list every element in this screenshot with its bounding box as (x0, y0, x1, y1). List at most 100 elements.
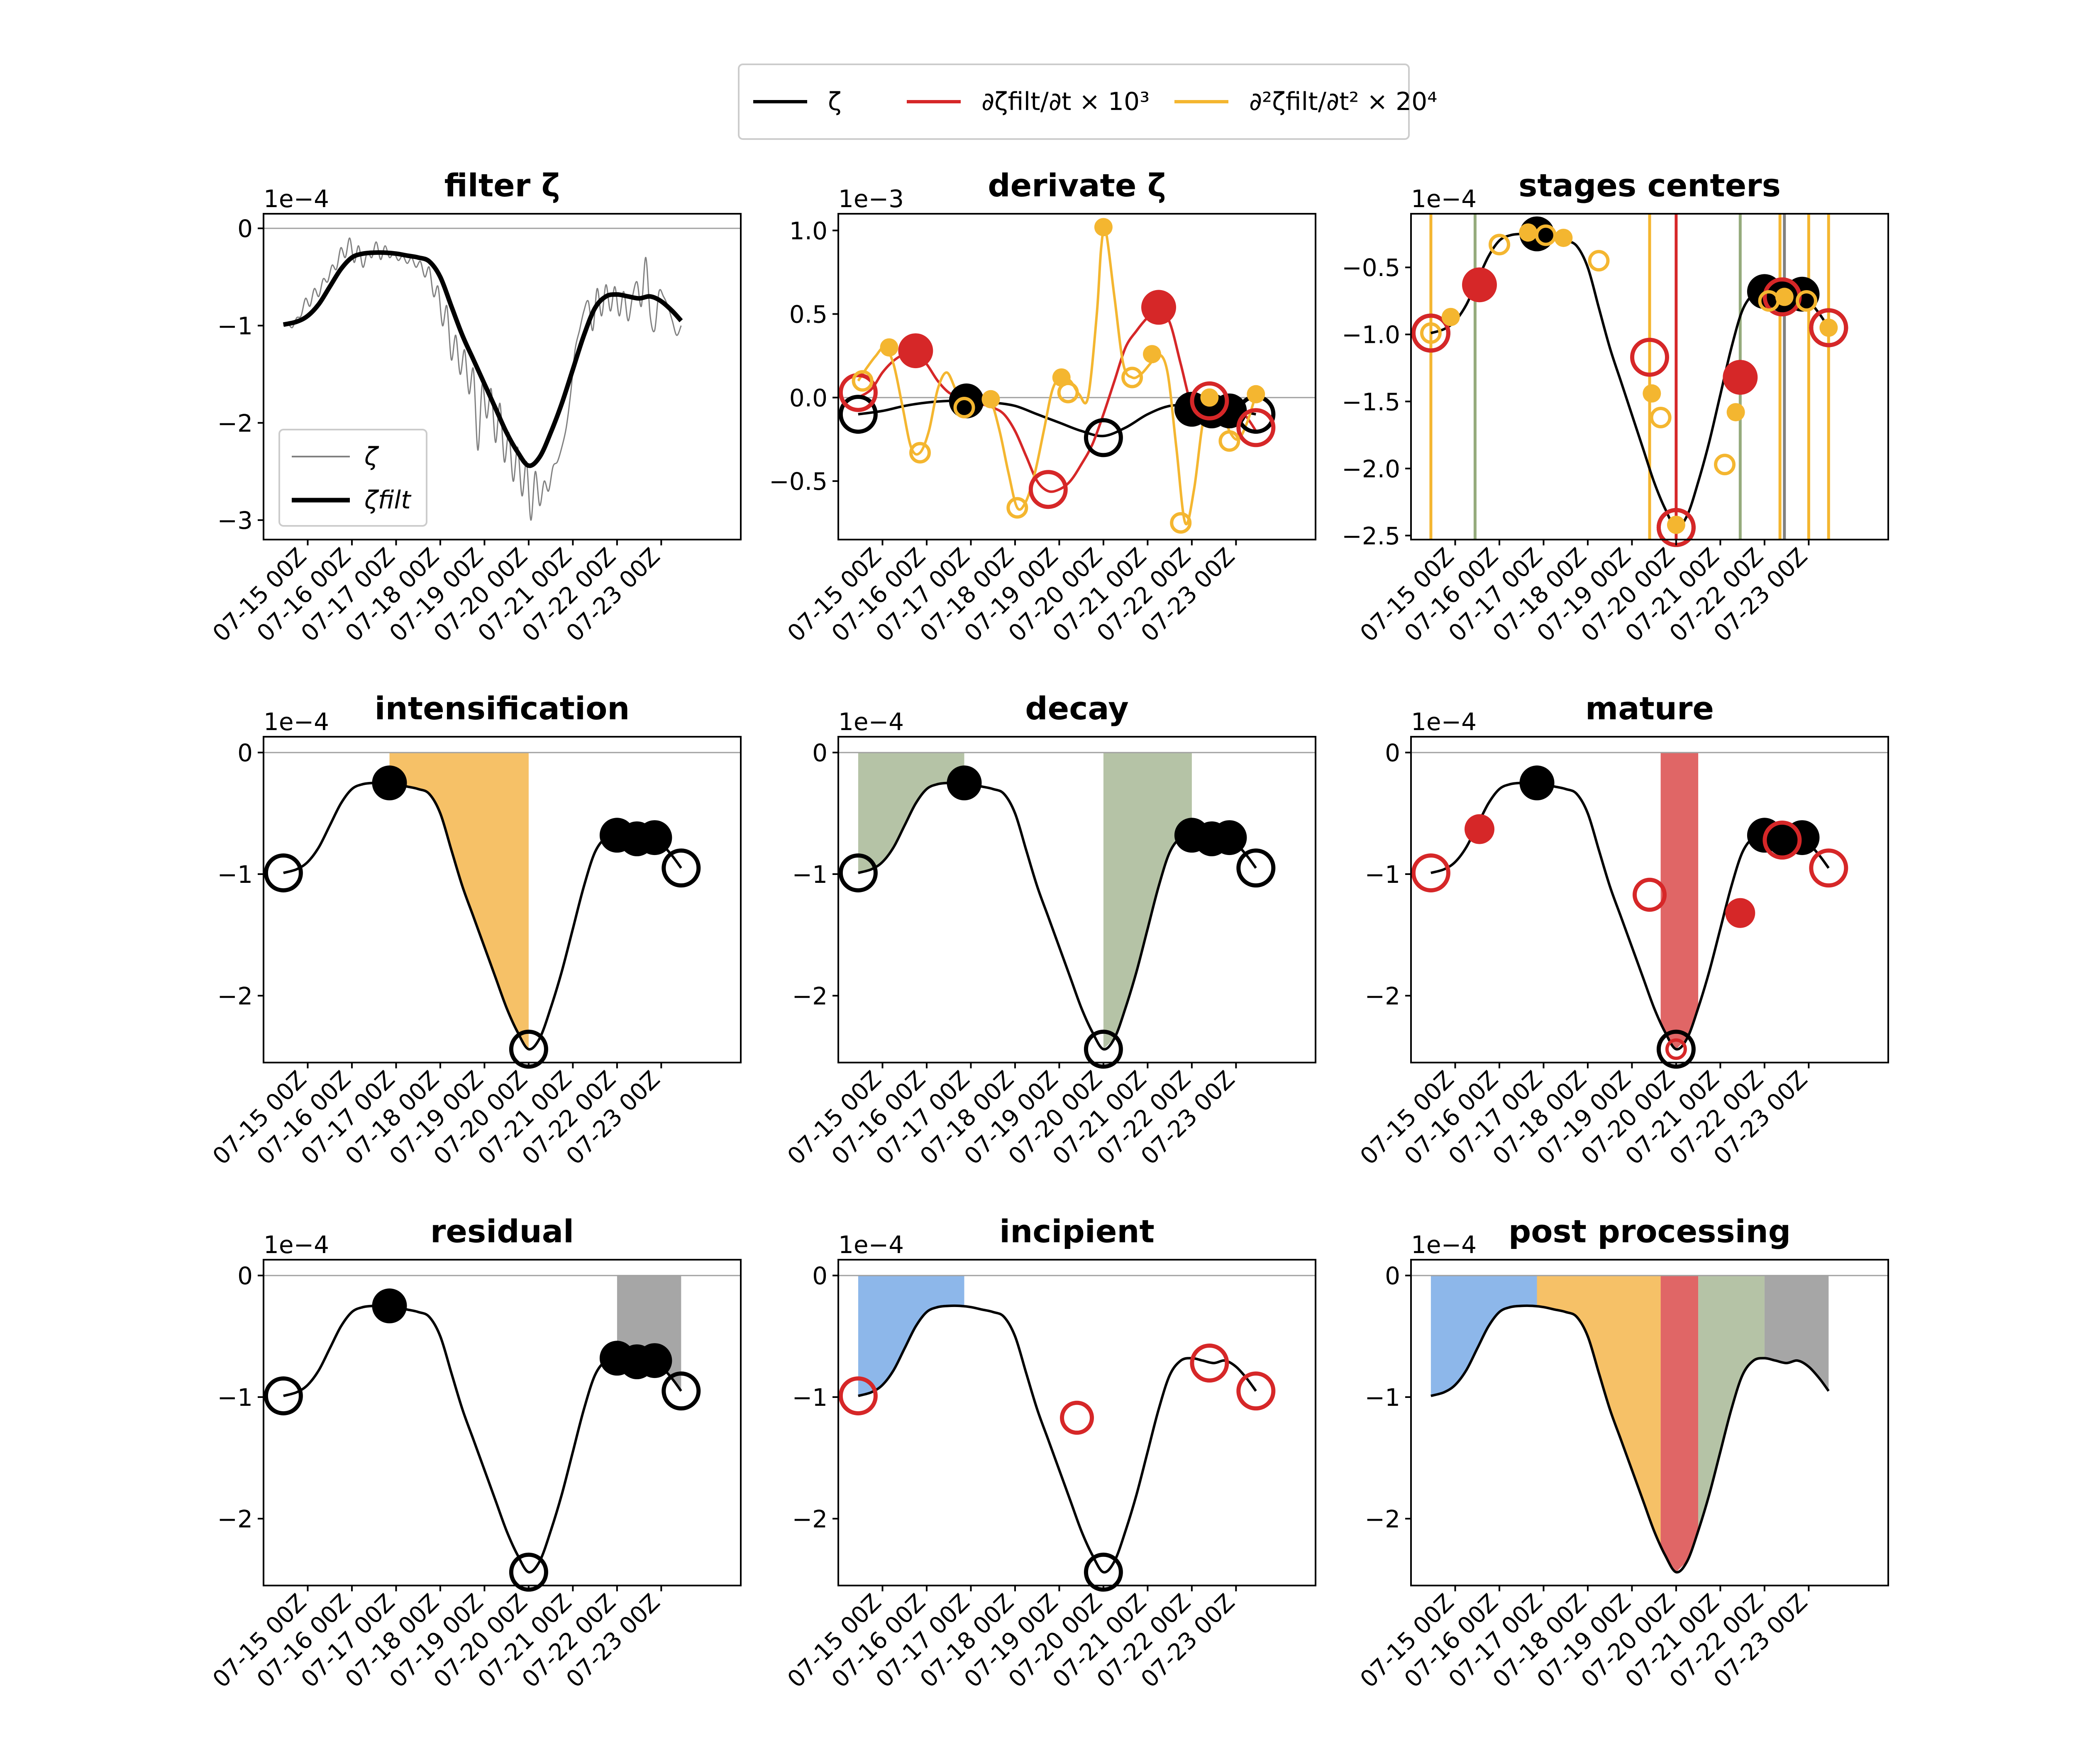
marker-derivate-15 (909, 442, 931, 464)
panel-title-filter: filter ζ (444, 167, 560, 204)
exponent-label-incipient: 1e−4 (838, 1231, 904, 1259)
marker-stages-centers-9 (1630, 337, 1669, 377)
axes-frame-residual (263, 1259, 742, 1586)
figure-legend: ζ ∂ζfilt/∂t × 10³ ∂²ζfilt/∂t² × 20⁴ (738, 64, 1437, 140)
ytick-label-intensification-1: −1 (217, 860, 253, 889)
axes-frame-mature (1410, 736, 1889, 1063)
marker-derivate-10 (1141, 290, 1176, 325)
marker-derivate-20 (1057, 381, 1079, 403)
marker-stages-centers-22 (1650, 407, 1672, 428)
axes-frame-intensification (263, 736, 742, 1063)
marker-derivate-17 (981, 390, 1000, 408)
panel-title-incipient: incipient (999, 1213, 1155, 1250)
ytick-label-decay-1: −1 (792, 860, 828, 889)
ytick-label-residual-2: −2 (217, 1505, 253, 1533)
marker-intensification-1 (372, 765, 407, 801)
ytick-label-filter-1: −1 (217, 312, 253, 340)
exponent-label-decay: 1e−4 (838, 708, 904, 736)
panel-plot-area-filter (264, 227, 741, 521)
marker-mature-11 (1809, 848, 1848, 888)
marker-stages-centers-27 (1775, 288, 1794, 306)
panel-title-residual: residual (430, 1213, 574, 1250)
marker-stages-centers-8 (1462, 267, 1497, 303)
series-line-incipient- (858, 1304, 1257, 1574)
stage-fill-mature-0 (1660, 753, 1699, 1049)
marker-derivate-14 (880, 338, 898, 357)
marker-decay-5 (1212, 820, 1247, 855)
marker-derivate-27 (1247, 385, 1265, 403)
axes-frame-derivate (837, 213, 1316, 540)
exponent-label-stages-centers: 1e−4 (1411, 185, 1477, 213)
exponent-label-filter: 1e−4 (264, 185, 329, 213)
ytick-label-derivate-2: 0.0 (789, 384, 828, 412)
stage-fill-post-processing-1 (1537, 1275, 1661, 1546)
marker-stages-centers-28 (1796, 290, 1817, 312)
marker-residual-5 (637, 1343, 672, 1378)
panel-plot-area-post-processing (1411, 1275, 1888, 1574)
panel-legend-label-filter-0: ζ (364, 442, 379, 471)
axes-frame-incipient (837, 1259, 1316, 1586)
marker-mature-8 (1665, 1038, 1687, 1060)
marker-derivate-13 (852, 370, 874, 392)
ytick-label-post-processing-1: −1 (1365, 1383, 1401, 1412)
ytick-label-derivate-0: 1.0 (789, 217, 828, 245)
marker-stages-centers-7 (1411, 313, 1450, 353)
marker-decay-6 (1236, 848, 1276, 888)
stage-fill-post-processing-2 (1660, 1275, 1699, 1572)
marker-residual-6 (662, 1371, 701, 1411)
series-line-filter-filt (283, 250, 683, 468)
marker-stages-centers-20 (1588, 250, 1610, 272)
panel-title-mature: mature (1585, 690, 1714, 727)
marker-stages-centers-23 (1667, 516, 1685, 534)
marker-mature-6 (1465, 814, 1494, 844)
marker-derivate-8 (898, 333, 933, 369)
ytick-label-mature-1: −1 (1365, 860, 1401, 889)
ytick-label-filter-3: −3 (217, 506, 253, 535)
marker-derivate-25 (1200, 388, 1219, 407)
marker-intensification-5 (637, 820, 672, 855)
series-line-post-processing- (1431, 1304, 1830, 1574)
marker-incipient-1 (838, 1376, 878, 1416)
legend-label-2: ∂²ζfilt/∂t² × 20⁴ (1249, 87, 1437, 116)
marker-derivate-12 (1236, 408, 1276, 447)
marker-derivate-22 (1121, 366, 1143, 388)
axes-frame-stages-centers (1410, 213, 1889, 540)
ytick-label-residual-1: −1 (217, 1383, 253, 1412)
marker-stages-centers-19 (1554, 229, 1573, 247)
marker-derivate-11 (1190, 381, 1229, 420)
marker-mature-0 (1519, 765, 1555, 801)
exponent-label-post-processing: 1e−4 (1411, 1231, 1477, 1259)
marker-stages-centers-16 (1489, 234, 1510, 256)
ytick-label-stages-centers-0: −0.5 (1342, 254, 1400, 282)
exponent-label-mature: 1e−4 (1411, 708, 1477, 736)
stage-fill-post-processing-3 (1698, 1275, 1765, 1531)
ytick-label-stages-centers-4: −2.5 (1342, 522, 1400, 550)
marker-mature-10 (1763, 821, 1802, 860)
ytick-label-decay-0: 0 (812, 739, 828, 767)
ytick-label-residual-0: 0 (237, 1262, 253, 1290)
stage-fill-intensification-0 (389, 753, 529, 1049)
marker-residual-0 (264, 1376, 303, 1416)
marker-derivate-26 (1218, 430, 1240, 452)
marker-stages-centers-24 (1714, 454, 1736, 476)
ytick-label-mature-0: 0 (1385, 739, 1400, 767)
panel-title-stages-centers: stages centers (1518, 167, 1781, 204)
marker-intensification-6 (662, 848, 701, 888)
marker-stages-centers-17 (1519, 223, 1538, 242)
marker-decay-1 (947, 765, 982, 801)
exponent-label-derivate: 1e−3 (838, 185, 904, 213)
legend-frame (738, 64, 1410, 140)
panel-legend-label-filter-1: ζfilt (364, 486, 412, 515)
ytick-label-incipient-1: −1 (792, 1383, 828, 1412)
marker-derivate-18 (1006, 497, 1028, 519)
marker-derivate-16 (953, 397, 975, 418)
marker-stages-centers-21 (1643, 384, 1661, 403)
marker-derivate-23 (1143, 345, 1161, 364)
marker-incipient-3 (1190, 1344, 1229, 1383)
panel-title-decay: decay (1025, 690, 1129, 727)
marker-stages-centers-11 (1723, 360, 1758, 395)
marker-mature-7 (1633, 877, 1667, 912)
marker-incipient-4 (1236, 1371, 1276, 1411)
axes-frame-post-processing (1410, 1259, 1889, 1586)
